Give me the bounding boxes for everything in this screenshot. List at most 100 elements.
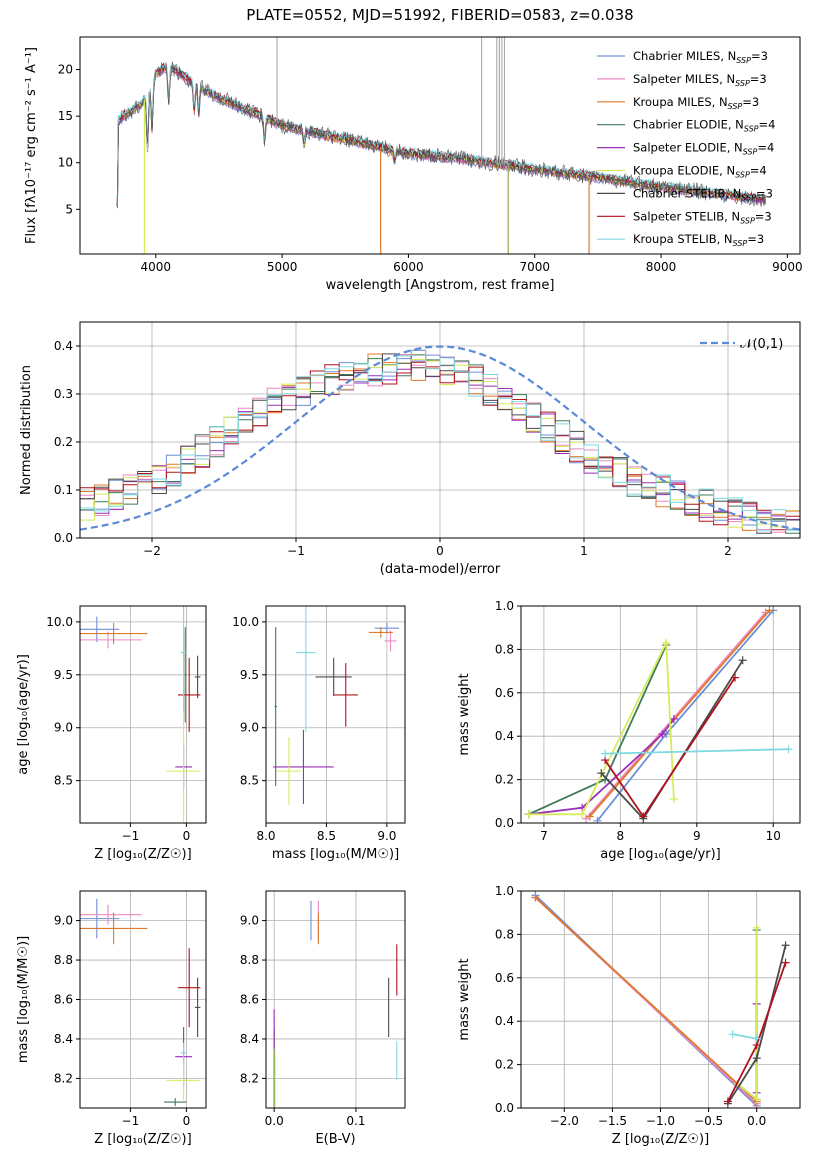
x-tick-label: 0	[183, 829, 191, 843]
x-tick-label: −2	[143, 544, 161, 558]
errorbar-point	[368, 627, 393, 638]
weight-line	[585, 611, 767, 820]
x-tick-label: 1	[580, 544, 588, 558]
errorbar-point	[194, 977, 201, 1037]
histograms	[80, 349, 800, 538]
legend-label: Salpeter STELIB, NSSP=3	[633, 209, 772, 225]
panel-age-vs-mass: 8.0 8.5 9.0 8.5 9.0 9.5 10.0 mass [log₁₀(M/M☉)]	[232, 605, 406, 862]
y-tick-label: 8.5	[54, 774, 73, 788]
errorbar-point	[296, 606, 316, 732]
y-tick-label: 0.4	[495, 729, 514, 743]
weight-series	[593, 606, 778, 823]
errorbar-point	[80, 912, 148, 945]
weight-marker	[578, 810, 587, 819]
weight-marker	[731, 673, 740, 682]
y-axis-label: mass weight	[457, 673, 472, 755]
weight-series	[531, 893, 761, 1106]
weight-line	[605, 748, 789, 755]
y-axis-label: mass weight	[457, 958, 472, 1040]
panel-residuals: −2 −1 0 1 2 0.0 0.1 0.2 0.3 0.4 (data-model)/error…	[19, 321, 801, 577]
legend-label: Salpeter MILES, NSSP=3	[633, 72, 767, 88]
y-tick-label: 8.2	[240, 1071, 259, 1085]
weight-marker	[752, 1034, 761, 1043]
axes-frame	[520, 605, 801, 824]
x-tick-label: 8.5	[317, 829, 336, 843]
x-axis-label: E(B-V)	[315, 1132, 355, 1147]
panel-weight-vs-age: 7 8 9 10 0.0 0.2 0.4 0.6 0.8 1.0 age [log₁₀(age/yr…	[457, 599, 801, 862]
y-tick-label: 0.8	[495, 642, 514, 656]
y-axis-label: mass [log₁₀(M/M☉)]	[16, 936, 31, 1063]
plot-area	[524, 606, 793, 823]
plot-area	[80, 606, 201, 823]
histogram-step	[80, 349, 800, 538]
weight-series	[581, 608, 770, 823]
legend-label: 𝒩(0,1)	[740, 337, 783, 352]
y-tick-label: 9.0	[54, 721, 73, 735]
weight-series	[723, 958, 790, 1106]
x-tick-label: −1	[287, 544, 305, 558]
weight-marker	[669, 795, 678, 804]
weight-marker	[593, 816, 602, 823]
y-tick-label: 10.0	[46, 615, 73, 629]
weight-series	[524, 641, 671, 819]
model-spectrum-line	[116, 64, 766, 204]
figure-title: PLATE=0552, MJD=51992, FIBERID=0583, z=0…	[246, 6, 634, 24]
errorbar-point	[178, 948, 201, 1028]
x-tick-label: 6000	[393, 260, 424, 274]
x-axis-label: mass [log₁₀(M/M☉)]	[272, 847, 399, 862]
y-tick-label: 9.5	[240, 668, 259, 682]
x-tick-label: 0.0	[747, 1114, 766, 1128]
x-tick-label: 4000	[141, 260, 172, 274]
x-tick-label: 0.1	[346, 1114, 365, 1128]
y-tick-label: 10	[58, 156, 73, 170]
weight-series	[601, 745, 793, 758]
x-tick-label: 10	[766, 829, 781, 843]
errorbar-point	[164, 1098, 187, 1107]
y-tick-label: 15	[58, 109, 73, 123]
legend-label: Chabrier STELIB, NSSP=3	[633, 186, 773, 202]
panel-spectrum: 4000 5000 6000 7000 8000 9000 5 10 15 20 wavelengt…	[24, 36, 803, 293]
errorbar-point	[274, 627, 277, 786]
y-tick-label: 0.2	[495, 1058, 514, 1072]
panel-weight-vs-metallicity: −2.0 −1.5 −1.0 −0.5 0.0 0.0 0.2 0.4 0.6 0.8 1.0 Z […	[457, 884, 801, 1147]
plot-area	[80, 345, 800, 538]
weight-line	[528, 644, 668, 816]
errorbar-point	[184, 627, 187, 723]
model-spectrum-line	[116, 65, 767, 204]
weight-marker	[781, 958, 790, 967]
y-tick-label: 0.0	[495, 1101, 514, 1115]
weight-line	[604, 677, 736, 819]
panel-mass-vs-extinction: 0.0 0.1 8.2 8.4 8.6 8.8 9.0 E(B-V)	[240, 890, 406, 1147]
weight-marker	[601, 749, 610, 758]
x-tick-label: 9	[693, 829, 701, 843]
errorbar-point	[80, 904, 142, 925]
y-axis-label: Normed distribution	[19, 365, 34, 495]
errorbar-point	[273, 729, 334, 804]
plot-area	[80, 898, 201, 1107]
weight-line	[528, 642, 675, 816]
weight-series	[524, 638, 678, 819]
y-tick-label: 0.2	[54, 435, 73, 449]
x-tick-label: −1	[122, 829, 140, 843]
legend-label: Kroupa MILES, NSSP=3	[633, 95, 759, 111]
y-axis-label: age [log₁₀(age/yr)]	[16, 654, 31, 775]
legend: 𝒩(0,1)	[700, 337, 783, 352]
x-tick-label: 2	[724, 544, 732, 558]
x-axis-label: wavelength [Angstrom, rest frame]	[326, 278, 555, 293]
plot-area	[273, 606, 399, 806]
axes-frame	[79, 36, 801, 255]
x-axis-label: Z [log₁₀(Z/Z☉)]	[94, 847, 191, 862]
axes-frame	[265, 605, 406, 824]
plot-area	[531, 891, 790, 1108]
y-tick-label: 0.1	[54, 483, 73, 497]
weight-marker	[781, 941, 790, 950]
errorbar-point	[384, 630, 397, 652]
weight-marker	[524, 810, 533, 819]
weight-line	[589, 609, 771, 818]
y-tick-label: 8.4	[240, 1032, 259, 1046]
x-tick-label: 8000	[646, 260, 677, 274]
legend-label: Kroupa STELIB, NSSP=3	[633, 232, 764, 248]
weight-series	[601, 673, 740, 821]
x-axis-label: (data-model)/error	[380, 562, 501, 577]
